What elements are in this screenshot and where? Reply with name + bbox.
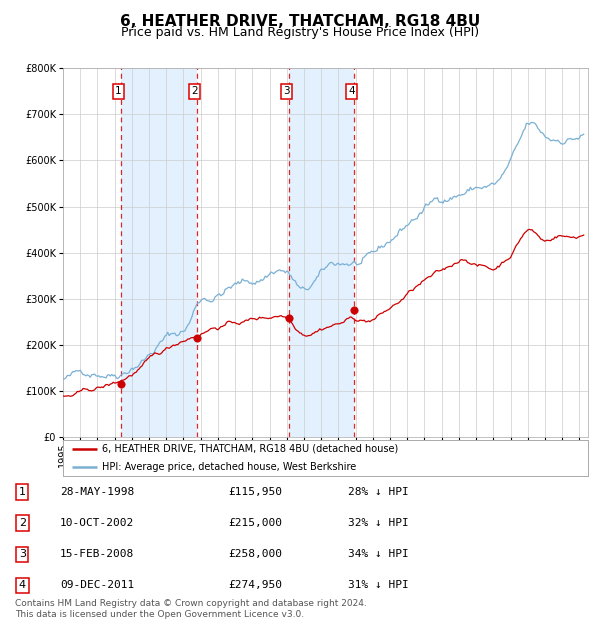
Text: 1: 1: [19, 487, 26, 497]
Text: 09-DEC-2011: 09-DEC-2011: [60, 580, 134, 590]
Text: Price paid vs. HM Land Registry's House Price Index (HPI): Price paid vs. HM Land Registry's House …: [121, 26, 479, 39]
Text: £215,000: £215,000: [228, 518, 282, 528]
Text: 28-MAY-1998: 28-MAY-1998: [60, 487, 134, 497]
Bar: [289, 68, 355, 437]
Text: Contains HM Land Registry data © Crown copyright and database right 2024.
This d: Contains HM Land Registry data © Crown c…: [15, 600, 367, 619]
Text: 3: 3: [283, 86, 290, 96]
Text: 2: 2: [19, 518, 26, 528]
Bar: [121, 68, 197, 437]
Text: 1: 1: [115, 86, 122, 96]
Text: HPI: Average price, detached house, West Berkshire: HPI: Average price, detached house, West…: [103, 461, 356, 472]
Text: 3: 3: [19, 549, 26, 559]
Point: [192, 333, 202, 343]
Text: £274,950: £274,950: [228, 580, 282, 590]
Point: [284, 313, 293, 323]
Text: 31% ↓ HPI: 31% ↓ HPI: [348, 580, 409, 590]
Point: [350, 306, 359, 316]
Text: 10-OCT-2002: 10-OCT-2002: [60, 518, 134, 528]
Text: 4: 4: [349, 86, 355, 96]
Point: [116, 379, 126, 389]
Text: £258,000: £258,000: [228, 549, 282, 559]
Text: 2: 2: [191, 86, 197, 96]
Text: 32% ↓ HPI: 32% ↓ HPI: [348, 518, 409, 528]
Text: 15-FEB-2008: 15-FEB-2008: [60, 549, 134, 559]
Text: £115,950: £115,950: [228, 487, 282, 497]
Text: 6, HEATHER DRIVE, THATCHAM, RG18 4BU: 6, HEATHER DRIVE, THATCHAM, RG18 4BU: [120, 14, 480, 29]
Text: 34% ↓ HPI: 34% ↓ HPI: [348, 549, 409, 559]
Text: 6, HEATHER DRIVE, THATCHAM, RG18 4BU (detached house): 6, HEATHER DRIVE, THATCHAM, RG18 4BU (de…: [103, 443, 398, 454]
Text: 4: 4: [19, 580, 26, 590]
Text: 28% ↓ HPI: 28% ↓ HPI: [348, 487, 409, 497]
